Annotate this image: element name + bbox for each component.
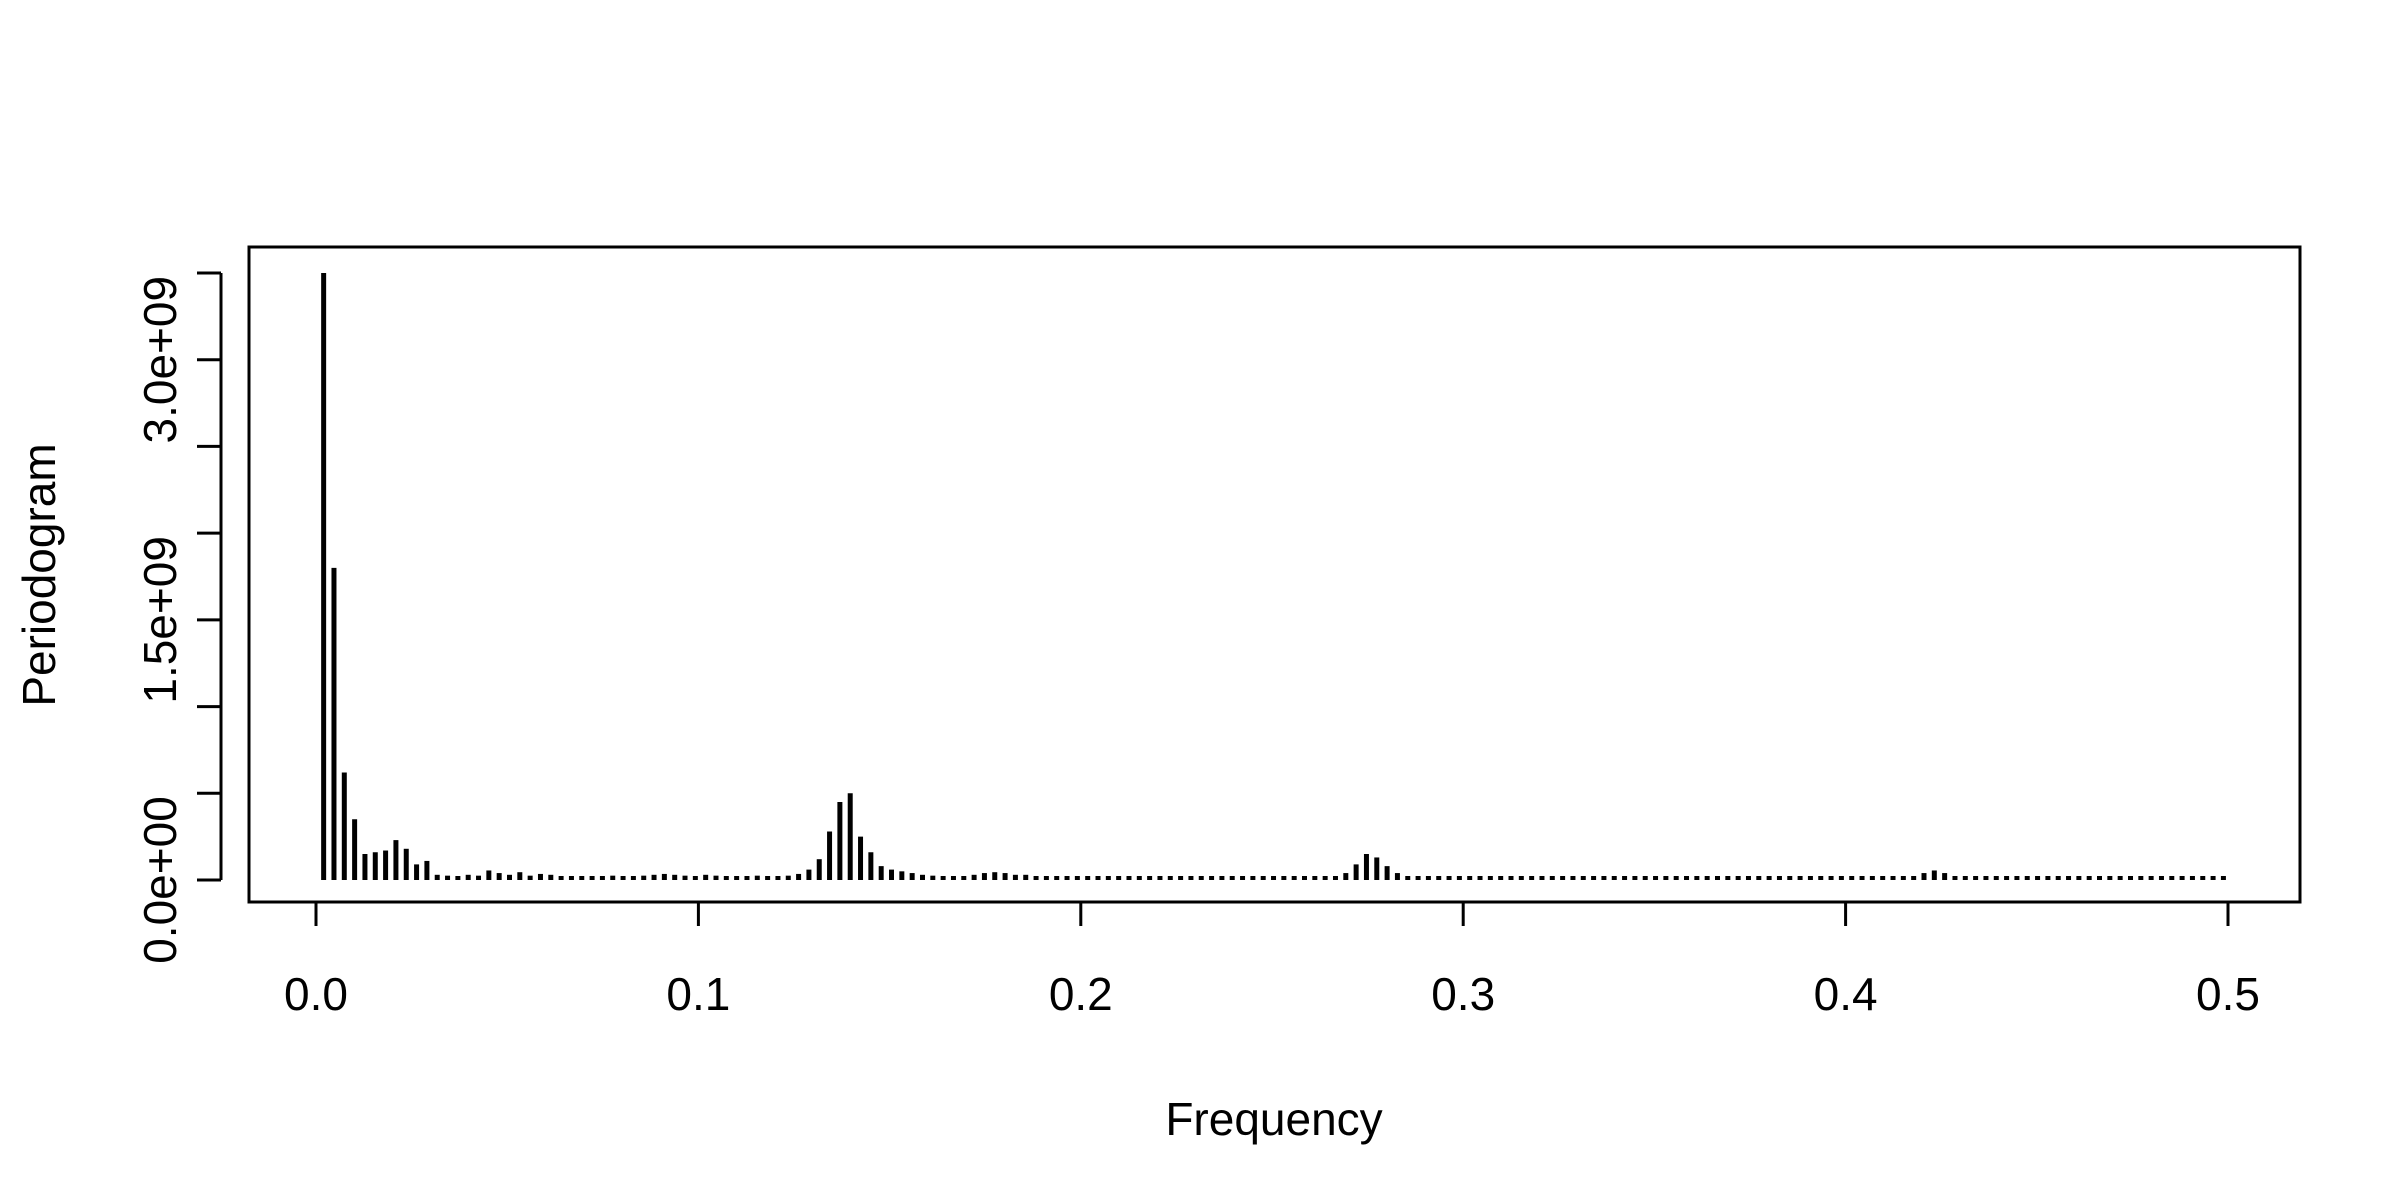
y-axis-title: Periodogram [13,443,65,706]
x-tick-label: 0.2 [1049,968,1113,1020]
periodogram-bars [321,273,2226,880]
y-tick-label: 3.0e+09 [134,276,186,444]
x-tick-label: 0.3 [1431,968,1495,1020]
x-tick-label: 0.0 [284,968,348,1020]
plot-box [247,245,2302,904]
y-tick-label: 1.5e+09 [134,536,186,704]
x-tick-label: 0.5 [2196,968,2260,1020]
x-tick-label: 0.1 [666,968,730,1020]
x-axis: 0.0 0.1 0.2 0.3 0.4 0.5 [284,900,2260,1020]
x-axis-title: Frequency [1165,1093,1382,1145]
y-axis: 0.0e+00 1.5e+09 3.0e+09 [134,271,223,964]
y-tick-label: 0.0e+00 [134,796,186,964]
x-tick-label: 0.4 [1814,968,1878,1020]
